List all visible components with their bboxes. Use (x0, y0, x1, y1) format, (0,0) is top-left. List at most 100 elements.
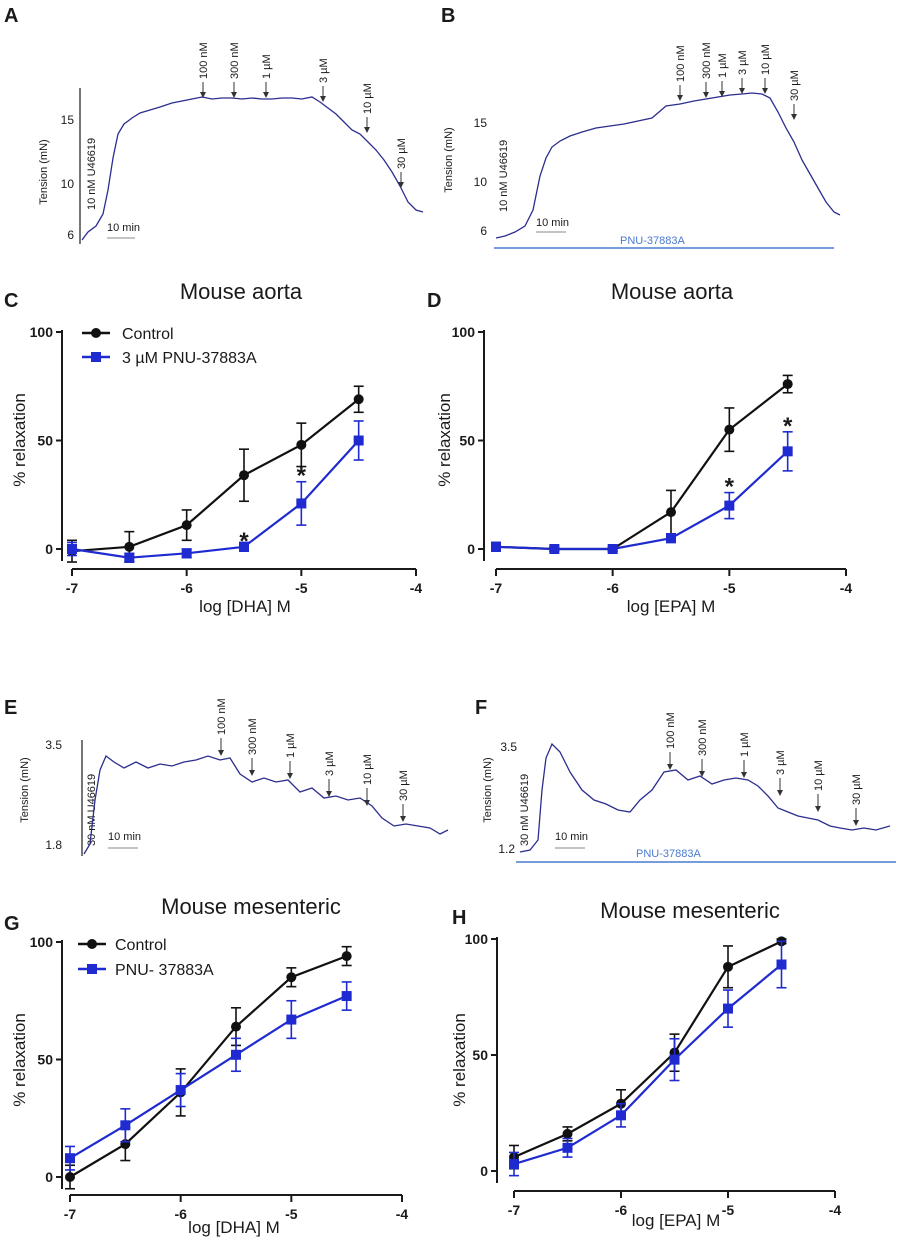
panel-letter: B (441, 5, 455, 27)
agonist-label: 30 nM U46619 (86, 774, 98, 846)
annotation-arrowhead (703, 92, 709, 98)
annotation-arrowhead (364, 800, 370, 806)
data-point (239, 541, 249, 552)
axes: 0 50 100 -7 -6 -5 -4 (30, 324, 423, 596)
concentration-label: 300 nM (697, 719, 709, 756)
x-tick-label: -4 (840, 580, 853, 596)
agonist-label: 10 nM U46619 (86, 138, 98, 210)
data-point (724, 500, 735, 511)
x-tick-label: -7 (66, 580, 79, 596)
scale-bar-label: 10 min (108, 831, 141, 843)
series-line (71, 398, 360, 553)
data-point (120, 1120, 131, 1131)
significance-marker: * (725, 474, 735, 501)
trace-panel-e: E Tension (mN) 3.5 1.8 30 nM U46619 10 m… (4, 697, 449, 856)
series-line (495, 450, 789, 551)
data-point (549, 544, 560, 554)
legend: Control 3 µM PNU-37883A (82, 326, 257, 367)
data-point (782, 379, 793, 390)
panel-letter: C (4, 290, 18, 312)
data-point (666, 533, 676, 544)
series-line (69, 955, 348, 1178)
concentration-label: 100 nM (665, 712, 677, 749)
data-point (562, 1142, 573, 1153)
data-point (353, 435, 364, 446)
x-tick-label: -7 (64, 1206, 77, 1222)
chart-panel-d: D Mouse aorta log [EPA] M % relaxation 0… (427, 279, 852, 616)
tension-trace (519, 742, 891, 853)
y-tick-label: 100 (30, 324, 54, 340)
axes: 0 50 100 -7 -6 -5 -4 (465, 931, 842, 1218)
panel-letter: F (475, 697, 487, 719)
annotation-arrowhead (762, 88, 768, 94)
y-tick-label: 0 (467, 541, 475, 557)
data-point (286, 972, 297, 983)
y-tick-label: 100 (452, 324, 476, 340)
chart-panel-h: H Mouse mesenteric log [EPA] M % relaxat… (450, 898, 841, 1230)
axes: 0 50 100 -7 -6 -5 -4 (30, 934, 409, 1222)
annotation-arrowhead (719, 91, 725, 97)
annotation-arrowhead (667, 764, 673, 770)
data-point (239, 470, 249, 481)
trace-y-tick: 1.8 (45, 838, 62, 852)
data-point (776, 959, 787, 970)
drug-bar-label: PNU-37883A (636, 848, 701, 860)
legend-label-control: Control (115, 937, 167, 954)
data-point (65, 1172, 75, 1182)
significance-marker: * (297, 463, 307, 490)
trace-y-tick: 1.2 (498, 842, 515, 856)
x-tick-label: -4 (829, 1202, 842, 1218)
y-tick-label: 0 (480, 1163, 488, 1179)
legend-marker-treatment (87, 964, 97, 974)
data-marks: ** (491, 374, 793, 554)
x-tick-label: -6 (174, 1206, 187, 1222)
y-tick-label: 100 (465, 931, 489, 947)
scale-bar-label: 10 min (555, 831, 588, 843)
y-tick-label: 50 (472, 1047, 488, 1063)
tension-trace (83, 754, 449, 855)
trace-y-tick: 6 (67, 228, 74, 242)
y-tick-label: 50 (37, 1052, 53, 1068)
chart-title: Mouse mesenteric (161, 894, 341, 919)
concentration-label: 30 µM (851, 774, 863, 805)
concentration-label: 30 µM (398, 770, 410, 801)
panel-letter: H (452, 907, 466, 929)
tension-trace (81, 96, 424, 241)
concentration-label: 1 µM (285, 733, 297, 758)
data-point (666, 507, 676, 518)
concentration-label: 300 nM (247, 718, 259, 755)
annotation-arrowhead (853, 820, 859, 826)
annotation-arrowhead (699, 771, 705, 777)
data-point (124, 541, 135, 552)
annotation-arrowhead (320, 96, 326, 102)
trace-y-tick: 10 (61, 177, 75, 191)
x-axis-label: log [DHA] M (199, 597, 291, 616)
data-point (724, 424, 735, 435)
x-tick-label: -6 (180, 580, 193, 596)
data-point (353, 394, 364, 405)
data-point (341, 951, 352, 962)
panel-letter: G (4, 913, 20, 935)
y-tick-label: 50 (37, 433, 53, 449)
trace-y-tick: 10 (474, 175, 488, 189)
drug-bar-label: PNU-37883A (620, 235, 685, 247)
trace-y-tick: 15 (474, 116, 488, 130)
y-axis-label: % relaxation (10, 1013, 29, 1107)
y-axis-label: % relaxation (450, 1013, 469, 1107)
significance-marker: * (783, 413, 793, 440)
legend-label-control: Control (122, 326, 174, 343)
data-point (562, 1128, 573, 1139)
annotation-arrowhead (777, 790, 783, 796)
scale-bar-label: 10 min (536, 217, 569, 229)
data-marks: ** (67, 385, 364, 563)
legend-marker-treatment (91, 352, 101, 362)
concentration-label: 3 µM (775, 750, 787, 775)
series-line (71, 439, 360, 559)
trace-y-tick: 6 (480, 224, 487, 238)
agonist-label: 10 nM U46619 (498, 140, 510, 212)
legend-marker-control (91, 328, 101, 338)
annotation-arrowhead (815, 806, 821, 812)
legend-marker-control (87, 939, 97, 949)
concentration-label: 10 µM (362, 754, 374, 785)
